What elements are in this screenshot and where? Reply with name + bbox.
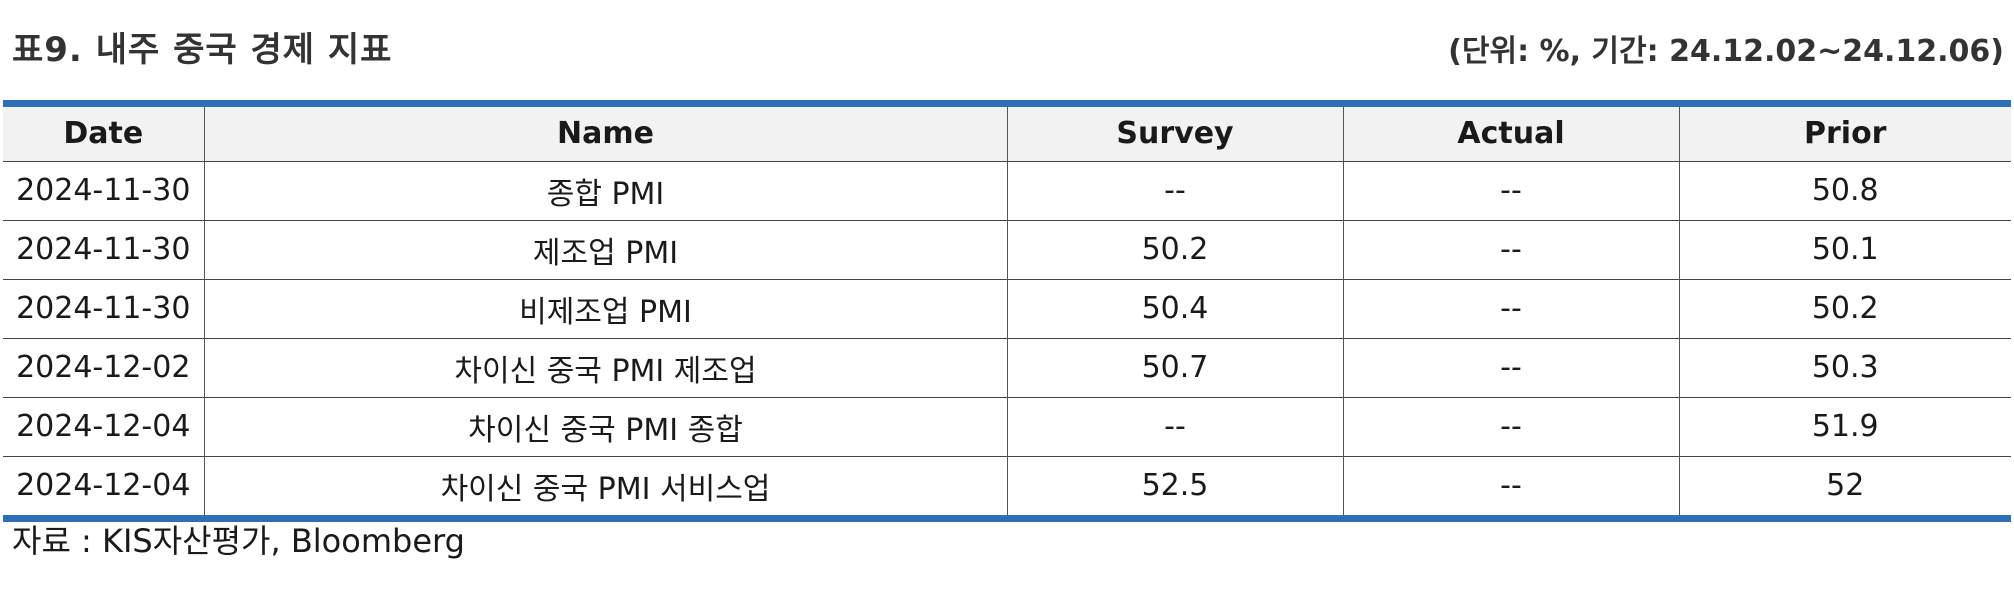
cell-date: 2024-12-04 (3, 455, 205, 515)
table-row: 2024-11-30 종합 PMI -- -- 50.8 (3, 161, 2011, 220)
cell-date: 2024-12-02 (3, 337, 205, 397)
column-header-survey: Survey (1006, 107, 1344, 162)
cell-name: 종합 PMI (203, 161, 1008, 220)
cell-date: 2024-12-04 (3, 396, 205, 456)
cell-name: 차이신 중국 PMI 서비스업 (203, 455, 1008, 515)
table-row: 2024-12-04 차이신 중국 PMI 서비스업 52.5 -- 52 (3, 455, 2011, 515)
table-row: 2024-12-02 차이신 중국 PMI 제조업 50.7 -- 50.3 (3, 337, 2011, 397)
cell-survey: -- (1006, 396, 1344, 456)
cell-prior: 51.9 (1678, 396, 2011, 456)
table-header-row: Date Name Survey Actual Prior (3, 107, 2011, 162)
cell-survey: 50.4 (1006, 278, 1344, 338)
cell-name: 비제조업 PMI (203, 278, 1008, 338)
cell-actual: -- (1342, 396, 1680, 456)
cell-actual: -- (1342, 219, 1680, 279)
indicator-table-container: Date Name Survey Actual Prior 2024-11-30… (3, 100, 2011, 522)
table-row: 2024-11-30 비제조업 PMI 50.4 -- 50.2 (3, 278, 2011, 338)
column-header-name: Name (203, 107, 1008, 162)
cell-actual: -- (1342, 161, 1680, 220)
cell-survey: -- (1006, 161, 1344, 220)
cell-actual: -- (1342, 455, 1680, 515)
cell-survey: 50.2 (1006, 219, 1344, 279)
economic-indicator-table: Date Name Survey Actual Prior 2024-11-30… (3, 107, 2011, 515)
cell-survey: 50.7 (1006, 337, 1344, 397)
column-header-actual: Actual (1342, 107, 1680, 162)
table-title: 표9. 내주 중국 경제 지표 (12, 30, 393, 70)
top-rule (3, 100, 2011, 107)
table-row: 2024-11-30 제조업 PMI 50.2 -- 50.1 (3, 219, 2011, 279)
cell-actual: -- (1342, 278, 1680, 338)
cell-prior: 50.2 (1678, 278, 2011, 338)
cell-prior: 50.3 (1678, 337, 2011, 397)
table-header: 표9. 내주 중국 경제 지표 (단위: %, 기간: 24.12.02~24.… (0, 14, 2014, 74)
cell-prior: 50.8 (1678, 161, 2011, 220)
bottom-rule (3, 515, 2011, 522)
cell-date: 2024-11-30 (3, 219, 205, 279)
table-row: 2024-12-04 차이신 중국 PMI 종합 -- -- 51.9 (3, 396, 2011, 456)
cell-actual: -- (1342, 337, 1680, 397)
cell-prior: 50.1 (1678, 219, 2011, 279)
source-note: 자료 : KIS자산평가, Bloomberg (12, 522, 465, 560)
unit-period-note: (단위: %, 기간: 24.12.02~24.12.06) (1448, 34, 2004, 69)
cell-name: 제조업 PMI (203, 219, 1008, 279)
cell-date: 2024-11-30 (3, 161, 205, 220)
cell-survey: 52.5 (1006, 455, 1344, 515)
cell-date: 2024-11-30 (3, 278, 205, 338)
column-header-prior: Prior (1678, 107, 2011, 162)
cell-prior: 52 (1678, 455, 2011, 515)
column-header-date: Date (3, 107, 205, 162)
cell-name: 차이신 중국 PMI 종합 (203, 396, 1008, 456)
cell-name: 차이신 중국 PMI 제조업 (203, 337, 1008, 397)
